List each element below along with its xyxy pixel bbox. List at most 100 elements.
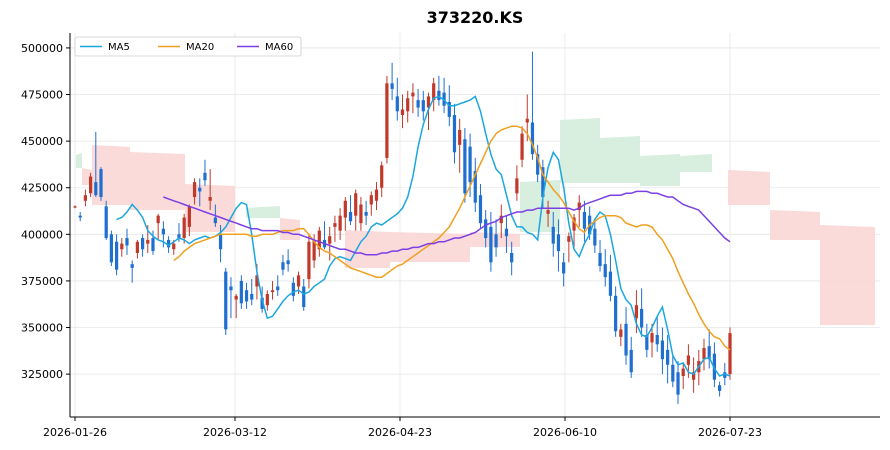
candle-body: [432, 83, 436, 101]
candle-body: [364, 211, 368, 216]
candle-body: [447, 101, 451, 117]
candle-body: [208, 197, 212, 201]
candle-body: [312, 239, 316, 261]
candle-body: [333, 223, 337, 227]
cloud-bear-segment: [390, 232, 470, 262]
legend-label-ma20: MA20: [186, 42, 214, 53]
axes: 325000 350000 375000 400000 425000 450000 4750…: [21, 33, 880, 439]
candle-body: [681, 368, 685, 376]
candle-body: [270, 290, 275, 293]
candle-body: [717, 385, 722, 391]
candle-body: [161, 228, 165, 235]
candle-body: [707, 346, 711, 360]
candle-body: [572, 217, 576, 231]
candle-body: [109, 234, 114, 263]
y-tick-label: 350000: [21, 322, 63, 335]
candle-body: [489, 226, 493, 263]
candle-body: [276, 286, 280, 291]
candle-body: [556, 234, 561, 252]
candle-body: [307, 241, 311, 280]
candle-body: [614, 295, 618, 332]
candle-body: [562, 262, 566, 274]
y-tick-label: 475000: [21, 89, 63, 102]
series-line-ma60: [163, 190, 731, 256]
candle-body: [328, 236, 332, 244]
candle-body: [577, 202, 581, 211]
candle-body: [723, 372, 727, 378]
candle-body: [343, 200, 347, 218]
candle-body: [88, 176, 93, 194]
candle-body: [198, 187, 202, 192]
candle-body: [546, 210, 550, 214]
candle-body: [484, 219, 488, 239]
cloud-bull-segment: [600, 136, 640, 183]
candle-body: [468, 146, 472, 183]
legend-box: [74, 36, 302, 57]
candle-body: [302, 286, 306, 308]
candle-body: [125, 238, 129, 246]
candle-body: [130, 264, 134, 268]
y-tick-label: 450000: [21, 135, 63, 148]
candle-body: [120, 243, 124, 250]
candle-body: [172, 243, 176, 250]
candles: [73, 51, 732, 404]
series-line-ma20: [173, 125, 731, 351]
candle-body: [265, 293, 269, 306]
candle-body: [624, 323, 628, 356]
series-line-ma5: [116, 95, 731, 377]
legend-label-ma60: MA60: [265, 42, 293, 53]
candle-body: [515, 178, 519, 194]
cloud-bull-segment: [640, 154, 680, 186]
candle-body: [494, 234, 498, 248]
x-tick-label: 2026-04-23: [368, 426, 432, 439]
candle-body: [458, 129, 462, 145]
candle-body: [712, 353, 717, 380]
candle-body: [281, 262, 285, 270]
candle-body: [255, 275, 259, 287]
candle-body: [619, 329, 623, 337]
cloud-bear-segment: [728, 170, 770, 205]
candle-body: [296, 275, 301, 287]
candle-body: [135, 241, 139, 253]
x-tick-label: 2026-06-10: [533, 426, 597, 439]
x-tick-label: 2026-01-26: [43, 426, 107, 439]
candle-body: [510, 252, 514, 263]
x-tick-label: 2026-03-12: [203, 426, 267, 439]
candle-body: [380, 165, 384, 188]
cloud-bear-segment: [345, 230, 390, 268]
candle-body: [359, 204, 363, 224]
candle-body: [660, 340, 665, 360]
candle-body: [213, 217, 217, 224]
candle-body: [166, 239, 171, 248]
candle-body: [655, 334, 659, 345]
candle-body: [151, 238, 155, 252]
candle-body: [437, 90, 441, 101]
legend-label-ma5: MA5: [108, 42, 130, 53]
candle-body: [452, 115, 457, 153]
y-tick-label: 375000: [21, 275, 63, 288]
candle-body: [78, 215, 82, 218]
candle-body: [291, 282, 295, 296]
candle-body: [499, 215, 503, 224]
y-tick-label: 400000: [21, 228, 63, 241]
candle-body: [671, 364, 675, 382]
moving-averages: [116, 95, 731, 377]
cloud-bull-segment: [560, 118, 600, 183]
candle-body: [369, 195, 373, 205]
candle-body: [140, 238, 145, 250]
candle-body: [99, 169, 103, 198]
candle-body: [224, 271, 228, 330]
candle-body: [192, 182, 197, 198]
candle-body: [520, 133, 524, 160]
chart-title: 373220.KS: [427, 8, 524, 27]
candle-body: [354, 193, 358, 216]
candle-body: [114, 241, 119, 270]
candle-body: [598, 252, 602, 267]
candle-body: [239, 280, 243, 304]
candle-body: [473, 170, 477, 203]
candle-body: [634, 305, 639, 319]
candle-body: [421, 100, 425, 112]
ichimoku-cloud: [76, 118, 875, 325]
